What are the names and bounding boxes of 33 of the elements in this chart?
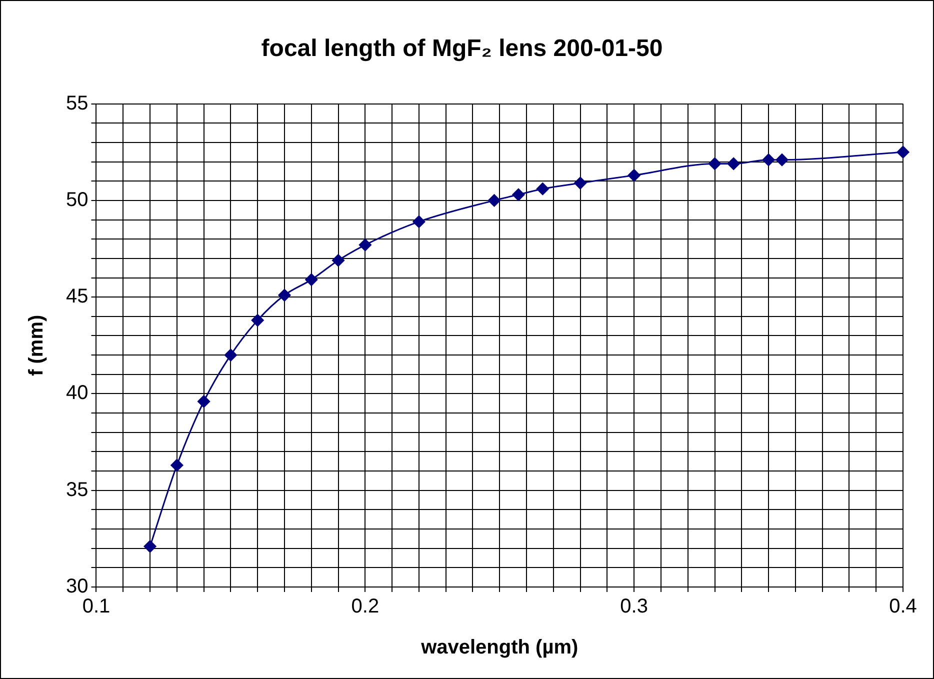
point	[198, 395, 210, 408]
point	[305, 273, 318, 286]
point	[488, 194, 500, 207]
point	[776, 154, 788, 166]
y-axis-title: f (mm)	[26, 314, 48, 376]
point	[278, 288, 291, 302]
point	[762, 154, 775, 166]
point	[512, 188, 525, 201]
y-tick-label: 50	[66, 188, 88, 211]
point	[251, 314, 264, 327]
point	[574, 176, 587, 190]
point	[727, 157, 740, 170]
point	[896, 146, 910, 158]
y-tick-label: 35	[66, 478, 88, 501]
x-axis-title: wavelength (µm)	[420, 636, 578, 659]
point	[224, 348, 237, 362]
x-tick-label: 0.4	[889, 596, 917, 618]
chart-title: focal length of MgF₂ lens 200-01-50	[261, 35, 663, 62]
point	[536, 182, 549, 196]
y-tick-label: 55	[66, 92, 88, 114]
point	[628, 169, 640, 182]
point	[358, 238, 372, 252]
y-tick-label: 40	[66, 382, 88, 404]
x-tick-label: 0.1	[82, 596, 110, 618]
point	[708, 157, 722, 170]
point	[412, 215, 426, 228]
point	[144, 540, 156, 553]
x-tick-label: 0.3	[620, 596, 648, 618]
point	[332, 254, 345, 267]
y-tick-label: 30	[66, 576, 88, 598]
point	[170, 458, 184, 472]
y-tick-label: 45	[66, 286, 88, 308]
x-tick-label: 0.2	[351, 596, 380, 618]
